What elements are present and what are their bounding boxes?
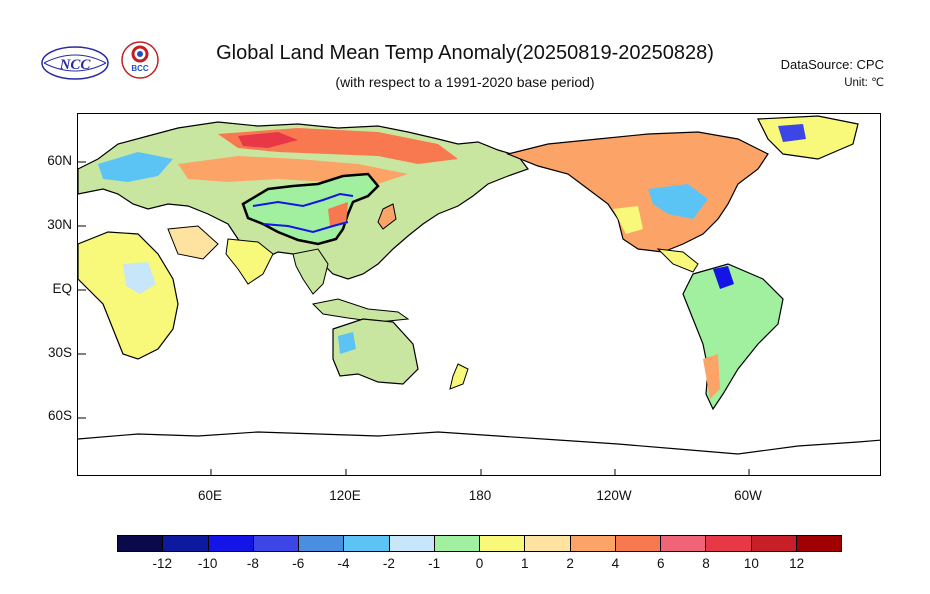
anomaly-china-east-warm <box>328 202 348 226</box>
left-tick-marks <box>78 161 86 419</box>
ncc-logo-text: NCC <box>59 57 92 73</box>
colorbar-segment <box>389 536 435 551</box>
colorbar-label: 0 <box>475 556 484 571</box>
colorbar-segment <box>480 536 526 551</box>
ncc-logo: NCC <box>40 43 110 81</box>
bcc-logo: BCC <box>120 40 160 80</box>
colorbar-label: 8 <box>702 556 710 571</box>
bcc-logo-text: BCC <box>131 64 149 73</box>
china-outline <box>241 172 380 246</box>
colorbar-label: 1 <box>521 556 529 571</box>
colorbar-label: -4 <box>337 556 350 571</box>
colorbar-label: 2 <box>566 556 574 571</box>
colorbar-label: -12 <box>152 556 173 571</box>
colorbar-segment <box>344 536 390 551</box>
colorbar-segment <box>118 536 164 551</box>
colorbar-label: -2 <box>382 556 395 571</box>
colorbar-segment <box>751 536 797 551</box>
colorbar-label: -8 <box>246 556 259 571</box>
colorbar-segment <box>615 536 661 551</box>
lon-label-60w: 60W <box>734 488 762 503</box>
colorbar-segment <box>299 536 345 551</box>
anomaly-cool-east-us <box>648 184 708 219</box>
land-southeast-asia <box>292 248 329 295</box>
anomaly-cold-greenland <box>778 124 806 142</box>
lon-label-120w: 120W <box>596 488 632 503</box>
land-new-zealand <box>449 363 469 390</box>
colorbar-segment <box>706 536 752 551</box>
colorbar-label: 6 <box>656 556 665 571</box>
colorbar-label: 10 <box>743 556 759 571</box>
lat-label-30s: 30S <box>47 345 72 360</box>
land-arabia <box>167 225 219 260</box>
colorbar <box>117 535 842 552</box>
lon-label-120e: 120E <box>329 488 361 503</box>
colorbar-segment <box>208 536 254 551</box>
colorbar-segment <box>163 536 209 551</box>
lat-label-30n: 30N <box>47 217 72 232</box>
anomaly-warm-andes <box>703 354 720 399</box>
land-india <box>225 238 274 285</box>
anomaly-cool-europe <box>98 152 173 182</box>
temperature-anomaly-map <box>78 115 880 475</box>
anomaly-cool-africa <box>123 262 156 294</box>
lon-label-180: 180 <box>468 488 492 503</box>
anomaly-cool-australia <box>338 332 356 354</box>
unit-label: Unit: ℃ <box>844 77 884 89</box>
land-africa <box>78 231 179 360</box>
chart-title: Global Land Mean Temp Anomaly(20250819-2… <box>216 42 714 64</box>
colorbar-segment <box>253 536 299 551</box>
colorbar-segment <box>796 536 841 551</box>
anomaly-mild-west-us <box>613 206 643 234</box>
yangtze-river <box>262 221 349 234</box>
anomaly-cold-amazon <box>713 266 734 289</box>
lon-label-60e: 60E <box>197 488 223 503</box>
colorbar-label: -1 <box>428 556 441 571</box>
colorbar-segment <box>570 536 616 551</box>
land-antarctica <box>78 431 880 455</box>
anomaly-hot-siberia <box>238 132 298 148</box>
colorbar-label: -10 <box>197 556 218 571</box>
lat-label-60n: 60N <box>47 153 72 168</box>
land-north-america <box>506 131 769 253</box>
land-japan <box>377 203 397 230</box>
colorbar-segment <box>434 536 480 551</box>
colorbar-label: 4 <box>611 556 620 571</box>
land-indonesia <box>311 298 410 323</box>
colorbar-segment <box>525 536 571 551</box>
map-panel <box>77 113 881 476</box>
lat-label-60s: 60S <box>47 408 72 423</box>
bottom-tick-marks <box>210 469 750 475</box>
chart-subtitle: (with respect to a 1991-2020 base period… <box>335 74 595 90</box>
land-greenland <box>757 115 859 160</box>
land-south-america <box>682 263 784 411</box>
land-central-america <box>656 248 699 273</box>
colorbar-label: -6 <box>292 556 305 571</box>
colorbar-segment <box>661 536 707 551</box>
lat-label-eq: EQ <box>52 281 72 296</box>
data-source-label: DataSource: CPC <box>780 57 884 72</box>
yellow-river <box>252 192 354 208</box>
land-australia <box>332 318 419 385</box>
colorbar-label: 12 <box>789 556 805 571</box>
